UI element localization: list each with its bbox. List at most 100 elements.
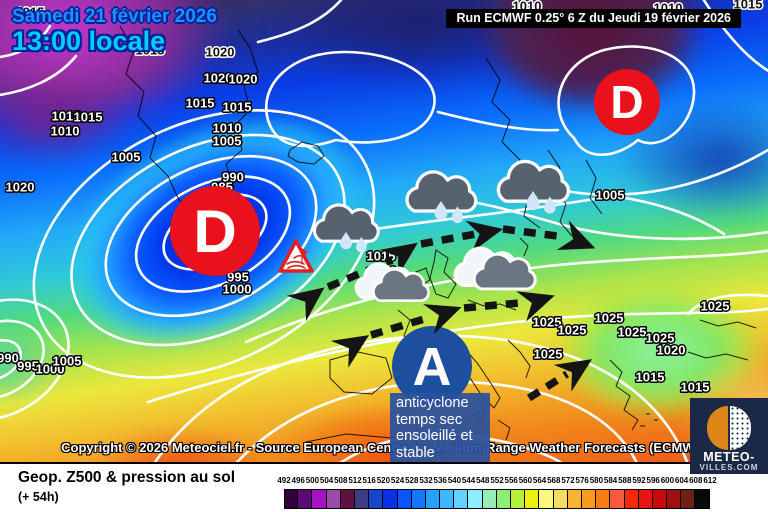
- scale-color-cell: [468, 489, 483, 509]
- low-pressure-symbol: D: [170, 186, 260, 276]
- coastline: [485, 57, 541, 229]
- scale-value: 580: [589, 476, 604, 485]
- scale-value: 512: [348, 476, 362, 485]
- raindrop-icon: [451, 206, 464, 224]
- note-line: ensoleillé et: [396, 428, 473, 444]
- pressure-label: 990: [0, 350, 19, 365]
- pressure-label: 1015: [223, 99, 252, 114]
- scale-color-cell: [496, 489, 511, 509]
- scale-color-cell: [454, 489, 469, 509]
- flow-arrow-head: [286, 287, 325, 322]
- coastline: [687, 351, 749, 361]
- pressure-label: 1025: [534, 346, 563, 361]
- pressure-label: 1010: [213, 120, 242, 135]
- scale-value: 560: [518, 476, 533, 485]
- coastline: [287, 141, 325, 165]
- weather-map: 1015 1015 1020 1010 1010 1015 1020 1020 1015 1015…: [0, 0, 768, 462]
- scale-value: 516: [362, 476, 376, 485]
- pressure-label: 1000: [223, 281, 252, 296]
- raindrop-icon: [434, 200, 448, 220]
- scale-color-cell: [284, 489, 299, 509]
- scale-value: 604: [674, 476, 689, 485]
- scale-color-cell: [624, 489, 639, 509]
- flow-arrow-head: [465, 220, 504, 252]
- logo-text-2: VILLES.COM: [699, 463, 759, 472]
- pressure-label: 1015: [52, 108, 81, 123]
- scale-color-cell: [326, 489, 341, 509]
- scale-value: 544: [461, 476, 476, 485]
- scale-value: 508: [334, 476, 348, 485]
- flow-arrow-dash: [526, 370, 570, 402]
- scale-value: 536: [433, 476, 447, 485]
- pressure-label: 1005: [53, 353, 82, 368]
- scale-color-cell: [383, 489, 398, 509]
- svg-text:D: D: [610, 76, 643, 128]
- scale-color-cell: [312, 489, 327, 509]
- cloud-icon: [453, 246, 537, 291]
- logo-text-1: METEO-: [703, 450, 755, 464]
- scale-value: 528: [405, 476, 419, 485]
- scale-color-cell: [539, 489, 554, 509]
- high-pressure-symbol: A: [392, 326, 472, 406]
- pressure-label: 1015: [74, 109, 103, 124]
- flow-arrow-dash: [369, 313, 433, 339]
- pressure-label: 990: [222, 169, 244, 184]
- pressure-label: 1020: [657, 342, 686, 357]
- color-scale: 492 496 500 504 508 512 516 520 524 528 532 536 540 5…: [277, 464, 724, 512]
- scale-color-cell: [596, 489, 611, 509]
- rain-cloud-icon: [312, 203, 380, 253]
- anticyclone-note-box: anticyclone temps sec ensoleillé et stable: [390, 393, 490, 462]
- scale-value: 556: [504, 476, 518, 485]
- coastline: [497, 419, 511, 441]
- pressure-label: 1025: [618, 324, 647, 339]
- flow-arrow-dash: [326, 256, 394, 291]
- color-scale-cells: [284, 489, 710, 509]
- scale-value: 548: [476, 476, 490, 485]
- raindrop-icon: [355, 236, 367, 253]
- pressure-label: 1020: [206, 44, 235, 59]
- svg-text:D: D: [193, 198, 236, 265]
- scale-value: 552: [490, 476, 504, 485]
- coastline: [429, 249, 457, 299]
- flow-arrow-head: [422, 304, 462, 335]
- rain-cloud-icon: [496, 159, 571, 214]
- flow-arrow-head: [330, 335, 370, 368]
- pressure-label: 1020: [6, 179, 35, 194]
- scale-color-cell: [482, 489, 497, 509]
- scale-value: 572: [561, 476, 575, 485]
- note-line: temps sec: [396, 411, 463, 428]
- meteo-villes-logo: METEO- VILLES.COM: [690, 398, 768, 474]
- scale-color-cell: [695, 489, 710, 509]
- scale-value: 588: [618, 476, 632, 485]
- scale-value: 496: [291, 476, 305, 485]
- low-pressure-symbol: D: [594, 69, 660, 135]
- scale-value: 592: [632, 476, 646, 485]
- pressure-label: 1015: [16, 4, 45, 19]
- note-line: anticyclone: [396, 395, 469, 411]
- scale-color-cell: [511, 489, 526, 509]
- scale-color-cell: [354, 489, 370, 509]
- scale-color-cell: [340, 489, 355, 509]
- scale-color-cell: [567, 489, 582, 509]
- logo-sun-icon: [707, 406, 751, 450]
- pressure-label: 1025: [558, 322, 587, 337]
- scale-color-cell: [298, 489, 313, 509]
- pressure-label: 1015: [136, 42, 165, 57]
- coastline: [519, 237, 529, 257]
- flow-arrow-dash: [420, 230, 477, 248]
- forecast-date: Samedi 21 février 2026: [12, 6, 217, 27]
- scale-value: 612: [703, 476, 717, 485]
- pressure-label: 1020: [204, 70, 233, 85]
- pressure-label: 1015: [186, 95, 215, 110]
- coastline: [640, 413, 658, 427]
- lead-time: (+ 54h): [18, 490, 59, 504]
- scale-value: 564: [532, 476, 547, 485]
- forecast-time: 13:00 locale: [12, 26, 166, 56]
- scale-color-cell: [681, 489, 696, 509]
- scale-value: 532: [419, 476, 433, 485]
- scale-color-cell: [553, 489, 568, 509]
- legend-bar: Geop. Z500 & pression au sol (+ 54h) 492…: [0, 462, 768, 512]
- pressure-label: 1010: [51, 123, 80, 138]
- scale-value: 596: [646, 476, 660, 485]
- scale-color-cell: [397, 489, 412, 509]
